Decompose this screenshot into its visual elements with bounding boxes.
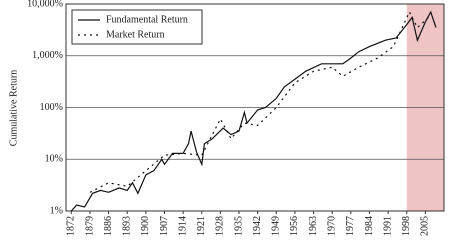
y-tick-label: 100%: [40, 102, 63, 113]
x-tick-label: 1949: [271, 216, 282, 236]
y-tick-label: 1,000%: [32, 50, 63, 61]
y-axis-label: Cumulative Return: [8, 70, 19, 146]
x-tick-label: 1991: [382, 216, 393, 236]
series-line: [89, 10, 432, 193]
x-tick-label: 1956: [289, 216, 300, 236]
x-tick-label: 1872: [66, 216, 77, 236]
y-tick-label: 1%: [50, 205, 63, 216]
y-tick-label: 10,000%: [27, 0, 63, 9]
x-tick-label: 1879: [84, 216, 95, 236]
x-tick-label: 1914: [177, 216, 188, 236]
y-tick-label: 10%: [45, 154, 63, 165]
legend-label: Market Return: [106, 29, 165, 40]
x-tick-label: 1942: [252, 216, 263, 236]
x-tick-label: 1977: [345, 216, 356, 236]
x-tick-label: 1900: [140, 216, 151, 236]
x-tick-label: 1998: [401, 216, 412, 236]
x-tick-label: 1928: [215, 216, 226, 236]
x-tick-label: 2005: [420, 216, 431, 236]
legend-box: [71, 9, 203, 45]
x-tick-label: 1935: [233, 216, 244, 236]
x-tick-label: 1886: [103, 216, 114, 236]
legend-label: Fundamental Return: [106, 14, 188, 25]
plot-frame: [65, 3, 445, 212]
legend: Fundamental Return Market Return: [71, 9, 203, 45]
x-tick-label: 1963: [308, 216, 319, 236]
x-tick-label: 1970: [326, 216, 337, 236]
x-tick-label: 1893: [122, 216, 133, 236]
x-tick-label: 1907: [159, 216, 170, 236]
series-line: [70, 10, 437, 212]
x-tick-label: 1921: [196, 216, 207, 236]
x-tick-label: 1984: [364, 216, 375, 236]
